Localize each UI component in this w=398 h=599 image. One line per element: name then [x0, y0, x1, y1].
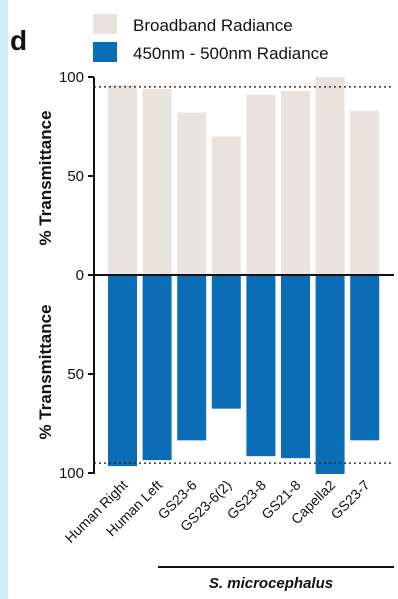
bar-broadband-gs23-7 — [350, 110, 380, 275]
bar-450-500nm-human-left — [142, 276, 172, 461]
chart-svg: d Broadband Radiance 450nm - 500nm Radia… — [10, 14, 394, 592]
y-tick-label-100-bottom: 100 — [59, 465, 84, 482]
chart-figure: d Broadband Radiance 450nm - 500nm Radia… — [8, 0, 398, 599]
bar-broadband-capella2 — [315, 77, 345, 275]
y-tick-label-0: 0 — [76, 267, 84, 284]
bar-450-500nm-human-right — [108, 276, 137, 467]
bar-450-500nm-gs23-6 — [177, 276, 207, 441]
legend-swatch-broadband — [93, 14, 117, 34]
bar-broadband-human-right — [108, 84, 137, 275]
group-label: S. microcephalus — [209, 575, 333, 592]
panel-label: d — [10, 25, 27, 56]
legend-label-450-500nm: 450nm - 500nm Radiance — [133, 44, 329, 63]
bar-450-500nm-gs23-7 — [350, 276, 380, 441]
y-tick-label-100-top: 100 — [59, 69, 84, 86]
bar-broadband-human-left — [142, 88, 172, 275]
y-tick-label-50-top: 50 — [67, 168, 84, 185]
bars-450-500nm — [108, 276, 380, 474]
legend-swatch-450-500nm — [93, 42, 117, 62]
bar-450-500nm-capella2 — [315, 276, 345, 474]
x-tick-label-gs23-7: GS23-7 — [327, 477, 373, 523]
y-axis-label-top: % Transmittance — [36, 110, 55, 245]
bars-broadband — [108, 77, 380, 275]
bar-450-500nm-gs23-6-2- — [211, 276, 241, 409]
y-axis-label-bottom: % Transmittance — [36, 304, 55, 439]
bar-450-500nm-gs21-8 — [281, 276, 310, 459]
bar-broadband-gs21-8 — [281, 90, 310, 275]
bar-450-500nm-gs23-8 — [246, 276, 276, 457]
y-tick-label-50-bottom: 50 — [67, 366, 84, 383]
legend-label-broadband: Broadband Radiance — [133, 16, 293, 35]
bar-broadband-gs23-6 — [177, 112, 207, 275]
bar-broadband-gs23-8 — [246, 94, 276, 275]
bar-broadband-gs23-6-2- — [211, 136, 241, 275]
